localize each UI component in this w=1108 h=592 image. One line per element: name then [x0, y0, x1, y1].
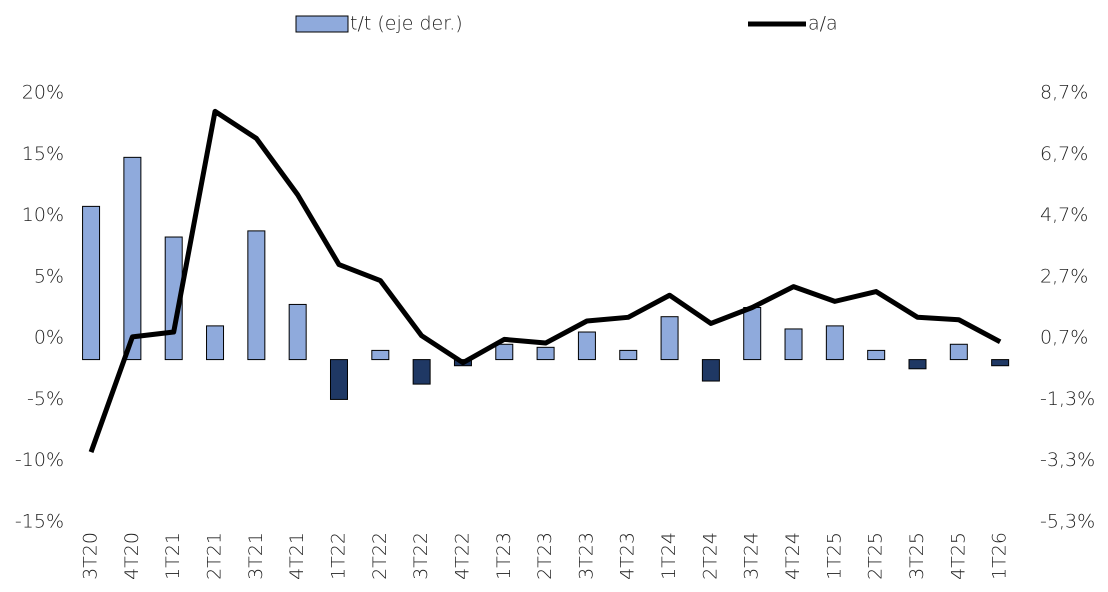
x-tick-label: 3T22: [410, 532, 432, 580]
y-tick-label: 0%: [34, 327, 64, 349]
x-tick-label: 3T24: [741, 532, 763, 580]
bar: [660, 316, 679, 361]
y2-tick-label: 6,7%: [1040, 143, 1088, 165]
y2-tick-label: -1,3%: [1040, 388, 1095, 410]
x-tick-label: 4T20: [121, 532, 143, 580]
y-tick-label: -5%: [27, 388, 64, 410]
legend-swatch: [295, 15, 349, 33]
legend-label: a/a: [808, 13, 838, 35]
bar: [288, 303, 307, 361]
y-tick-label: -10%: [15, 449, 64, 471]
x-tick-label: 3T20: [80, 532, 102, 580]
x-tick-label: 1T22: [327, 532, 349, 580]
x-tick-label: 2T23: [534, 532, 556, 580]
bar: [867, 349, 886, 361]
bar: [412, 359, 431, 385]
x-tick-label: 2T22: [369, 532, 391, 580]
y-tick-label: 20%: [22, 82, 64, 104]
x-tick-label: 4T21: [286, 532, 308, 580]
y2-tick-label: -5,3%: [1040, 511, 1095, 533]
y-tick-label: 5%: [34, 265, 64, 287]
x-tick-label: 2T25: [865, 532, 887, 580]
x-tick-label: 4T22: [451, 532, 473, 580]
bar: [495, 343, 514, 361]
x-tick-label: 4T23: [617, 532, 639, 580]
y-tick-label: 15%: [22, 143, 64, 165]
x-tick-label: 2T21: [204, 532, 226, 580]
legend-label: t/t (eje der.): [350, 13, 463, 35]
x-tick-label: 3T21: [245, 532, 267, 580]
bar: [991, 359, 1010, 367]
x-tick-label: 1T25: [823, 532, 845, 580]
x-tick-label: 4T25: [947, 532, 969, 580]
y2-tick-label: 0,7%: [1040, 327, 1088, 349]
bar: [743, 307, 762, 361]
bar: [577, 331, 596, 361]
bar: [908, 359, 927, 370]
bar: [247, 230, 266, 361]
x-tick-label: 1T24: [658, 532, 680, 580]
bar: [784, 328, 803, 361]
y2-tick-label: -3,3%: [1040, 449, 1095, 471]
bar: [701, 359, 720, 382]
bar: [329, 359, 348, 400]
x-tick-label: 1T23: [493, 532, 515, 580]
x-tick-label: 1T26: [989, 532, 1011, 580]
line: [88, 108, 1002, 453]
bar: [825, 325, 844, 361]
x-tick-label: 2T24: [699, 532, 721, 580]
x-tick-label: 4T24: [782, 532, 804, 580]
y2-tick-label: 8,7%: [1040, 82, 1088, 104]
y2-tick-label: 2,7%: [1040, 265, 1088, 287]
bar: [371, 349, 390, 361]
bar: [949, 343, 968, 361]
bar: [123, 156, 142, 361]
bar: [82, 205, 101, 361]
bar: [619, 349, 638, 361]
x-tick-label: 3T25: [906, 532, 928, 580]
x-tick-label: 1T21: [162, 532, 184, 580]
bar: [536, 346, 555, 361]
y2-tick-label: 4,7%: [1040, 204, 1088, 226]
y-tick-label: 10%: [22, 204, 64, 226]
y-tick-label: -15%: [15, 511, 64, 533]
x-tick-label: 3T23: [575, 532, 597, 580]
bar: [206, 325, 225, 361]
